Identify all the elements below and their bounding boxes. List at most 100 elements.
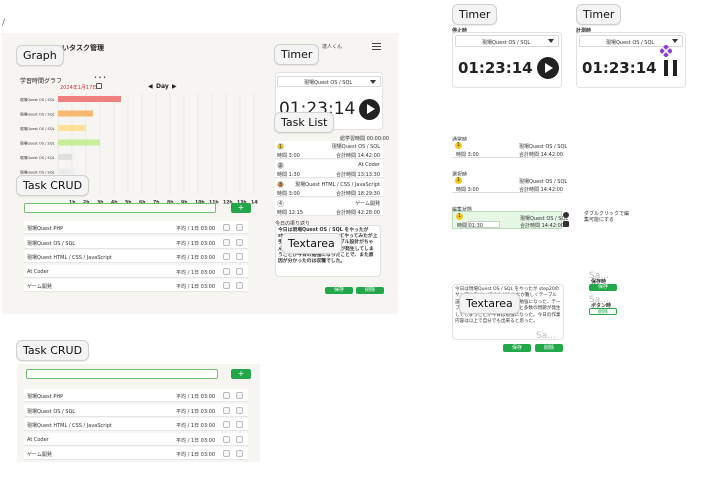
trash-icon[interactable] bbox=[236, 224, 243, 231]
side-save-button[interactable]: 保存 bbox=[589, 284, 617, 291]
side-save-label: Sa... bbox=[589, 271, 609, 281]
trash-icon[interactable] bbox=[563, 221, 569, 227]
crud-row: 現場Quest OS / SQL 平均 / 1日 03:00 bbox=[24, 403, 248, 417]
task-list-item[interactable]: 3 現場Quest HTML / CSS / JavaScript 時間 3:00 合… bbox=[275, 179, 383, 197]
edit-icon[interactable] bbox=[223, 238, 230, 246]
edit-icon[interactable] bbox=[223, 267, 230, 275]
task-list-tag: Task List bbox=[274, 112, 335, 133]
reflection2-save-button[interactable]: 保存 bbox=[503, 344, 531, 352]
task-name: 現場Quest OS / SQL bbox=[331, 144, 380, 150]
crud-item-avg: 平均 / 1日 03:00 bbox=[176, 452, 216, 458]
state-selected-total: 合計時間 14:42:00 bbox=[519, 187, 564, 193]
hamburger-icon[interactable] bbox=[372, 43, 381, 50]
x-tick-label: 2h bbox=[83, 200, 89, 206]
state-normal-label: 通常時 bbox=[452, 137, 468, 143]
edit-icon[interactable] bbox=[223, 435, 230, 443]
trash-icon[interactable] bbox=[236, 253, 243, 260]
rank-badge: 1 bbox=[277, 143, 284, 150]
user-name: 達人くん bbox=[322, 44, 343, 50]
task-time: 時間 3:00 bbox=[277, 153, 300, 159]
trash-icon[interactable] bbox=[236, 450, 243, 457]
category-label: 現場Quest OS / SQL bbox=[20, 112, 55, 117]
timer-stopped-select[interactable]: 現場Quest OS / SQL bbox=[455, 35, 559, 47]
timer-running-state: 計測時 bbox=[576, 28, 592, 34]
x-tick-label: 1h bbox=[69, 200, 75, 206]
timer-stopped-time: 01:23:14 bbox=[458, 59, 533, 77]
rank-badge: 1 bbox=[455, 177, 462, 184]
timer-stopped-play-button[interactable] bbox=[537, 57, 559, 79]
crud-input[interactable] bbox=[24, 203, 216, 213]
period-prev-icon[interactable]: ◀ bbox=[148, 83, 153, 90]
rank-badge: 2 bbox=[277, 162, 284, 169]
chevron-down-icon bbox=[672, 39, 678, 43]
state-selected-item[interactable]: 1 現場Quest OS / SQL 時間 3:00 合計時間 14:42:00 bbox=[452, 176, 567, 193]
bar bbox=[58, 96, 121, 102]
edit-icon[interactable] bbox=[223, 406, 230, 414]
textarea-tag: Textarea bbox=[281, 233, 342, 254]
crud-item-name: 現場Quest OS / SQL bbox=[27, 408, 76, 415]
reflection2-clear-button[interactable]: 削除 bbox=[535, 344, 563, 352]
reflection-label: 今日の振り返り bbox=[275, 221, 311, 227]
reflection-clear-button[interactable]: 削除 bbox=[356, 287, 384, 294]
crud-item-name: 現場Quest HTML / CSS / JavaScript bbox=[27, 423, 112, 429]
crud-row: 現場Quest PHP 平均 / 1日 03:00 bbox=[24, 389, 248, 402]
rank-badge: 1 bbox=[455, 142, 462, 149]
crud-item-name: At Coder bbox=[27, 268, 49, 275]
crud-row: ゲーム開発 平均 / 1日 03:00 bbox=[24, 447, 248, 460]
play-button[interactable] bbox=[359, 99, 380, 120]
more-icon[interactable]: • • • bbox=[94, 75, 107, 81]
trash-icon[interactable] bbox=[236, 421, 243, 428]
trash-icon[interactable] bbox=[236, 406, 243, 414]
timer-running-time: 01:23:14 bbox=[582, 59, 657, 77]
edit-icon[interactable] bbox=[223, 421, 230, 428]
task-list-item[interactable]: 2 At Coder 時間 1:30 合計時間 13:13:30 bbox=[275, 160, 383, 178]
trash-icon[interactable] bbox=[236, 282, 243, 289]
edit-icon[interactable] bbox=[223, 392, 230, 399]
edit-icon[interactable] bbox=[223, 450, 230, 457]
crud-row: 現場Quest OS / SQL 平均 / 1日 03:00 bbox=[24, 235, 248, 249]
total-time: 総学習時間 00:00:00 bbox=[340, 136, 390, 142]
x-tick-label: 13h bbox=[237, 200, 247, 206]
timer-running-select-value: 現場Quest OS / SQL bbox=[606, 40, 655, 46]
trash-icon[interactable] bbox=[236, 392, 243, 399]
bar bbox=[58, 154, 72, 160]
trash-icon[interactable] bbox=[236, 267, 243, 275]
edit-icon[interactable] bbox=[223, 282, 230, 289]
task-list-item[interactable]: 1 現場Quest OS / SQL 時間 3:00 合計時間 14:42:00 bbox=[275, 141, 383, 159]
side-delete-button[interactable]: 削除 bbox=[589, 308, 617, 315]
trash-icon[interactable] bbox=[236, 435, 243, 443]
calendar-icon[interactable] bbox=[96, 83, 102, 89]
pause-button[interactable] bbox=[664, 60, 678, 76]
crud-add-button[interactable]: + bbox=[231, 203, 251, 213]
crud-item-avg: 平均 / 1日 03:00 bbox=[176, 394, 216, 400]
state-normal-item[interactable]: 1 現場Quest OS / SQL 時間 3:00 合計時間 14:42:00 bbox=[452, 141, 567, 158]
crud2-input[interactable] bbox=[26, 369, 218, 379]
category-label: 現場Quest OS / SQL bbox=[20, 97, 55, 102]
state-editing-item[interactable]: 1 現場Quest OS / SQL 時間 01:30 合計時間 14:42:0… bbox=[452, 211, 568, 229]
edit-icon[interactable] bbox=[223, 253, 230, 260]
timer-running-select[interactable]: 現場Quest OS / SQL bbox=[579, 35, 683, 47]
crud2-add-button[interactable]: + bbox=[231, 369, 251, 379]
task-list-item[interactable]: 4 ゲーム開発 時間 12:15 合計時間 42:28:00 bbox=[275, 198, 383, 216]
check-icon[interactable] bbox=[563, 212, 569, 218]
reflection-save-button[interactable]: 保存 bbox=[325, 287, 353, 294]
play-icon bbox=[367, 104, 375, 114]
crud-row: 現場Quest PHP 平均 / 1日 03:00 bbox=[24, 221, 248, 234]
task-time: 時間 12:15 bbox=[277, 210, 303, 216]
edit-note: ダブルクリックで編集可能にする bbox=[584, 211, 630, 223]
edit-time-field[interactable] bbox=[468, 221, 500, 228]
top-slash: / bbox=[2, 18, 6, 28]
chevron-down-icon bbox=[370, 80, 376, 84]
period-next-icon[interactable]: ▶ bbox=[172, 83, 177, 90]
task-total: 合計時間 13:13:30 bbox=[335, 172, 380, 178]
task-name: 現場Quest HTML / CSS / JavaScript bbox=[295, 182, 380, 188]
period-label: Day bbox=[156, 83, 169, 90]
timer-select[interactable]: 現場Quest OS / SQL bbox=[277, 76, 381, 87]
trash-icon[interactable] bbox=[236, 238, 243, 246]
task-total: 合計時間 14:42:00 bbox=[335, 153, 380, 159]
side-delete-caption: ボタン時 bbox=[591, 303, 612, 309]
x-tick-label: 12h bbox=[223, 200, 233, 206]
edit-icon[interactable] bbox=[223, 224, 230, 231]
component-icon bbox=[659, 42, 673, 58]
task-name: ゲーム開発 bbox=[355, 201, 380, 207]
